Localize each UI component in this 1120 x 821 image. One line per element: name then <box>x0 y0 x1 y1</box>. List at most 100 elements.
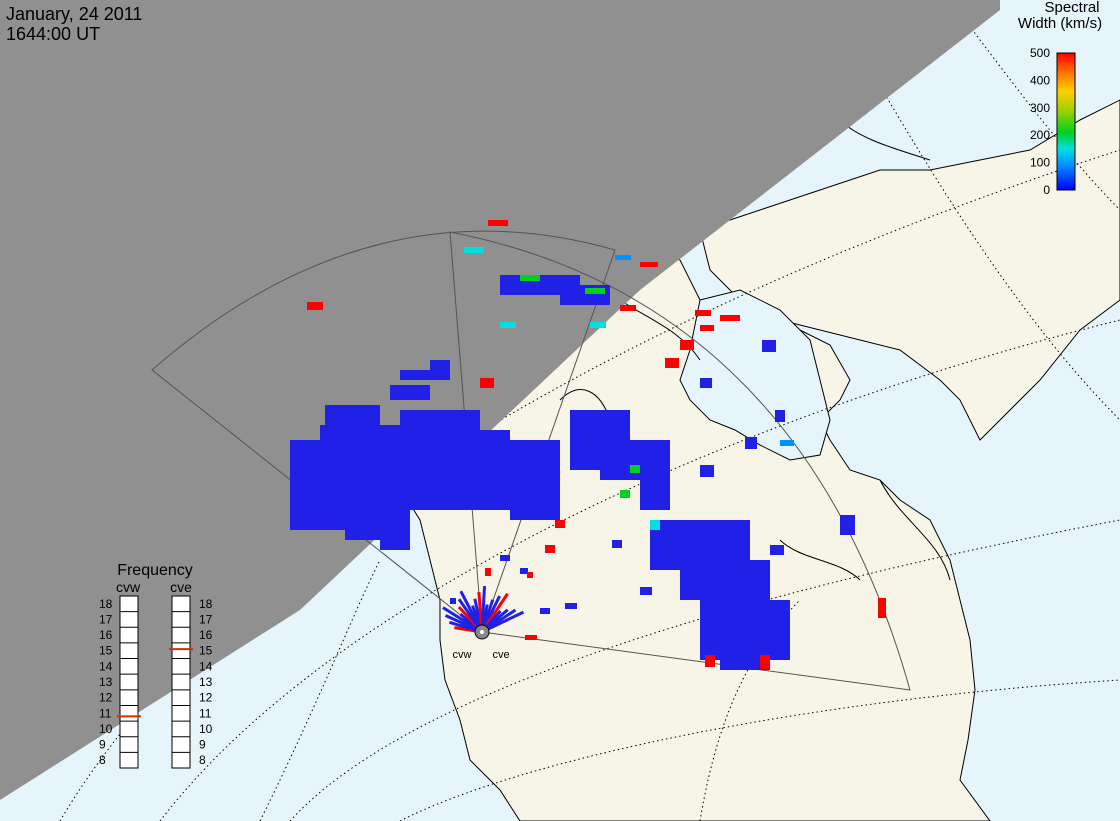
backscatter-cell-37 <box>485 568 491 576</box>
frequency-tick-cve-12: 12 <box>199 691 213 705</box>
backscatter-cell-0 <box>480 378 494 388</box>
backscatter-blob-8 <box>400 410 480 432</box>
frequency-col-cvw: cvw <box>116 579 141 595</box>
frequency-tick-cvw-10: 10 <box>99 722 113 736</box>
backscatter-blob-16 <box>680 560 770 600</box>
hudson-bay-water <box>679 289 831 461</box>
backscatter-cell-33 <box>640 587 652 595</box>
backscatter-cell-35 <box>500 555 510 561</box>
backscatter-cell-32 <box>540 608 550 614</box>
fov-cvw-outline <box>151 230 616 633</box>
backscatter-cell-4 <box>520 275 540 281</box>
backscatter-blob-6 <box>380 505 410 550</box>
frequency-tick-cvw-8: 8 <box>99 753 106 767</box>
frequency-tick-cvw-13: 13 <box>99 675 113 689</box>
radar-label-cve: cve <box>492 649 509 661</box>
frequency-tick-cvw-11: 11 <box>99 706 112 720</box>
frequency-tick-cve-14: 14 <box>199 659 213 673</box>
grid-line-2 <box>159 319 1120 821</box>
backscatter-cell-13 <box>720 315 740 321</box>
spectral-width-colorbar: Spectral Width (km/s) 500 400 300 200 100 0 <box>1018 0 1102 197</box>
backscatter-blob-1 <box>320 425 410 455</box>
backscatter-cell-7 <box>500 322 516 328</box>
backscatter-cell-21 <box>700 465 714 477</box>
frequency-tick-cvw-17: 17 <box>99 612 113 626</box>
backscatter-cell-2 <box>307 302 323 310</box>
backscatter-cell-19 <box>745 437 757 449</box>
backscatter-cell-20 <box>780 440 794 446</box>
backscatter-blob-9 <box>390 385 430 400</box>
backscatter-cell-8 <box>615 255 631 260</box>
backscatter-cell-5 <box>585 288 605 294</box>
backscatter-cell-22 <box>630 465 640 473</box>
radar-site-christmas-valley: cvw cve <box>453 624 510 661</box>
backscatter-cell-38 <box>527 572 533 578</box>
backscatter-cell-28 <box>878 598 886 618</box>
grid-line-1 <box>399 679 1120 821</box>
backscatter-cell-24 <box>650 520 660 530</box>
colorbar-tick-1: 400 <box>1030 73 1050 87</box>
frequency-tick-cvw-15: 15 <box>99 644 113 658</box>
backscatter-cell-3 <box>464 247 484 253</box>
backscatter-blob-11 <box>430 360 450 370</box>
colorbar-tick-5: 0 <box>1043 183 1050 197</box>
colorbar-tick-0: 500 <box>1030 46 1050 60</box>
frequency-tick-cvw-12: 12 <box>99 691 113 705</box>
frequency-tick-cvw-16: 16 <box>99 628 113 642</box>
frequency-tick-cve-10: 10 <box>199 722 213 736</box>
backscatter-cell-36 <box>520 568 528 574</box>
frequency-column-cve <box>171 595 191 769</box>
backscatter-cell-11 <box>695 310 711 316</box>
frequency-tick-cvw-14: 14 <box>99 659 113 673</box>
colorbar-tick-2: 300 <box>1030 101 1050 115</box>
backscatter-cell-23 <box>620 490 630 498</box>
time-label: 1644:00 UT <box>6 24 100 44</box>
frequency-tick-cve-17: 17 <box>199 612 213 626</box>
frequency-tick-cve-11: 11 <box>199 706 212 720</box>
fov-cve-outline <box>449 231 911 691</box>
frequency-title: Frequency <box>117 562 193 579</box>
frequency-tick-cve-13: 13 <box>199 675 213 689</box>
backscatter-cell-10 <box>620 305 636 311</box>
backscatter-blob-4 <box>450 430 510 510</box>
frequency-tick-cvw-18: 18 <box>99 597 113 611</box>
frequency-col-cve: cve <box>170 579 192 595</box>
frequency-column-cvw <box>119 595 139 769</box>
greenland-landmass <box>699 99 1120 441</box>
backscatter-cell-30 <box>705 655 715 667</box>
frequency-tick-cvw-9: 9 <box>99 738 106 752</box>
grid-line-3 <box>59 149 1120 821</box>
backscatter-blob-14 <box>640 470 670 510</box>
backscatter-cell-16 <box>700 378 712 388</box>
radar-fields-of-view <box>151 230 911 691</box>
night-terminator-shade <box>0 0 1000 800</box>
colorbar-gradient <box>1056 52 1076 191</box>
backscatter-cell-27 <box>545 545 555 553</box>
backscatter-cell-12 <box>700 325 714 331</box>
backscatter-cell-18 <box>775 410 785 422</box>
backscatter-cell-31 <box>565 603 577 609</box>
backscatter-cell-25 <box>770 545 784 555</box>
lat-lon-grid <box>59 0 1120 821</box>
frequency-tick-cve-9: 9 <box>199 738 206 752</box>
backscatter-cell-29 <box>760 655 770 669</box>
coastline-1 <box>779 539 861 581</box>
backscatter-blob-5 <box>510 440 560 520</box>
frequency-tick-cve-8: 8 <box>199 753 206 767</box>
backscatter-cell-39 <box>525 635 537 640</box>
colorbar-title-line2: Width (km/s) <box>1018 15 1102 32</box>
colorbar-ticks: 500 400 300 200 100 0 <box>1030 46 1050 197</box>
backscatter-cell-26 <box>555 520 565 528</box>
backscatter-cell-14 <box>680 340 694 350</box>
near-range-cell-19 <box>481 610 525 634</box>
backscatter-cell-1 <box>488 220 508 226</box>
colorbar-title-line1: Spectral <box>1044 0 1099 16</box>
backscatter-blob-10 <box>400 370 450 380</box>
backscatter-blob-3 <box>405 430 455 510</box>
backscatter-blob-7 <box>325 405 380 427</box>
radar-label-cvw: cvw <box>453 649 472 661</box>
frequency-tick-cve-16: 16 <box>199 628 213 642</box>
